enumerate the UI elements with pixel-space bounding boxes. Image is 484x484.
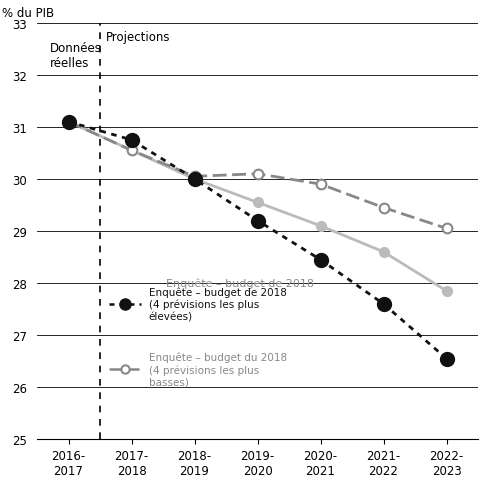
Text: Enquête – budget du 2018
(4 prévisions les plus
basses): Enquête – budget du 2018 (4 prévisions l… xyxy=(148,352,286,386)
Text: % du PIB: % du PIB xyxy=(2,6,54,19)
Text: Enquête – budget de 2018
(4 prévisions les plus
élevées): Enquête – budget de 2018 (4 prévisions l… xyxy=(148,287,286,321)
Text: Projections: Projections xyxy=(106,31,170,45)
Text: Données
réelles: Données réelles xyxy=(49,42,101,70)
Text: Enquête – budget de 2018: Enquête – budget de 2018 xyxy=(166,278,314,289)
